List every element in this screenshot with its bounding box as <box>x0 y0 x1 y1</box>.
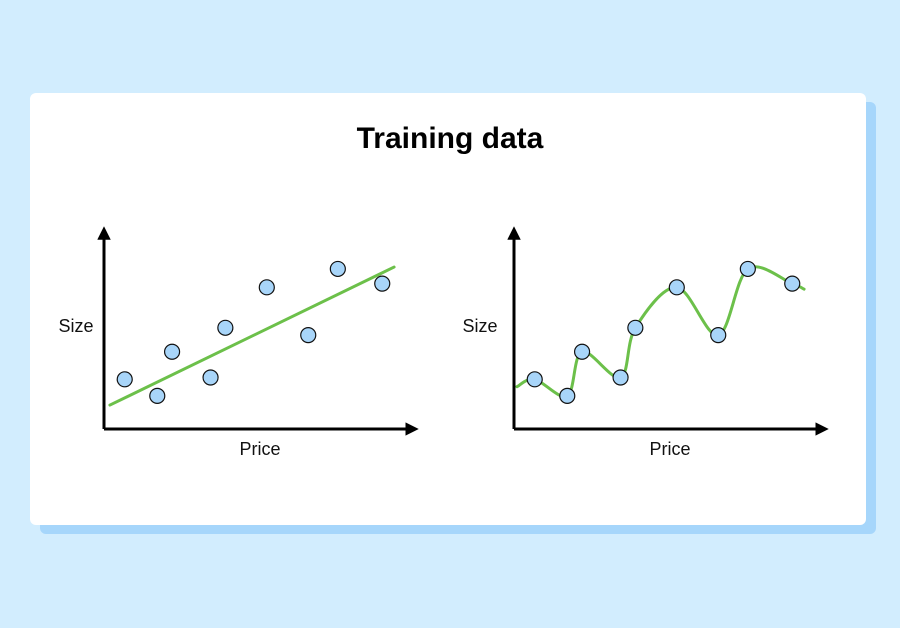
y-axis-label-overfit: Size <box>462 316 497 336</box>
data-point-3 <box>163 343 181 360</box>
data-point-9 <box>784 275 801 292</box>
data-point-6 <box>258 279 275 296</box>
data-point-1 <box>116 371 133 388</box>
fit-line <box>108 265 396 407</box>
page-title: Training data <box>356 122 544 155</box>
data-point-8 <box>329 260 346 278</box>
data-point-8 <box>739 260 756 278</box>
data-point-7 <box>300 327 317 344</box>
data-point-3 <box>573 343 591 360</box>
data-point-9 <box>374 275 391 292</box>
data-point-2 <box>149 387 166 404</box>
x-axis-label-linear: Price <box>239 439 280 459</box>
data-point-2 <box>559 387 576 404</box>
data-point-1 <box>526 371 543 388</box>
chart-linear: Price Size <box>58 226 419 459</box>
data-point-6 <box>668 279 685 296</box>
data-point-5 <box>217 319 234 336</box>
card <box>30 93 866 525</box>
data-point-5 <box>627 319 644 336</box>
data-point-4 <box>202 369 219 386</box>
data-point-4 <box>612 369 629 386</box>
chart-overfit: Price Size <box>462 226 829 459</box>
x-axis-label-overfit: Price <box>649 439 690 459</box>
data-point-7 <box>710 327 727 344</box>
plot-area-linear <box>108 260 396 407</box>
fit-curve <box>515 265 806 399</box>
y-axis-label-linear: Size <box>58 316 93 336</box>
plot-area-overfit <box>515 260 806 404</box>
